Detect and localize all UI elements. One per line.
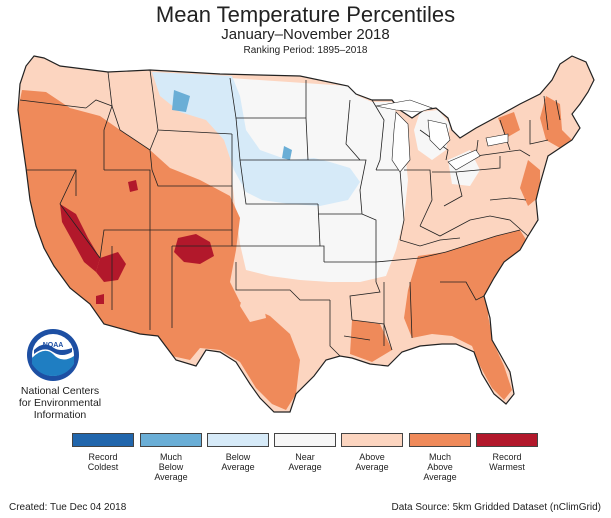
record-warmest-area [174,234,214,264]
temperature-shading [18,56,594,412]
legend-item-below: Below Average [198,433,278,472]
org-name: National Centers for Environmental Infor… [10,385,110,421]
legend-label: Above Average [355,452,389,472]
legend-label: Below Average [221,452,255,472]
legend-swatch [476,433,538,447]
legend-item-record-warmest: Record Warmest [467,433,547,472]
much-above-average-area [350,320,392,362]
noaa-logo-text: NOAA [43,342,64,349]
legend-item-much-below: Much Below Average [131,433,211,482]
record-warmest-area [96,294,104,304]
legend-item-much-above: Much Above Average [400,433,480,482]
legend-label: Near Average [288,452,322,472]
lake-erie [447,149,481,171]
much-above-average-area [404,230,530,400]
legend-item-record-coldest: Record Coldest [63,433,143,472]
state-borders [17,55,595,413]
above-average-area [240,290,266,322]
much-below-average-area [282,146,292,160]
legend-swatch [72,433,134,447]
below-average-area [152,72,360,206]
much-above-average-area [18,90,300,410]
legend-label: Much Above Average [423,452,457,482]
legend-label: Much Below Average [154,452,188,482]
legend-swatch [140,433,202,447]
page-title: Mean Temperature Percentiles [155,2,456,27]
lake-ontario [485,133,509,147]
legend-swatch [341,433,403,447]
legend-item-near: Near Average [265,433,345,472]
legend-swatch [409,433,471,447]
legend-swatch [207,433,269,447]
record-warmest-area [60,204,100,272]
legend-label: Record Warmest [489,452,525,472]
much-below-average-area [172,90,190,112]
record-warmest-area [96,252,126,282]
org-line: Information [33,409,87,421]
record-warmest-area [128,180,138,192]
legend-item-above: Above Average [332,433,412,472]
org-line: for Environmental [18,397,102,409]
legend-label: Record Coldest [87,452,119,472]
noaa-logo: NOAA [27,329,79,381]
much-above-average-area [540,96,572,148]
org-line: National Centers [20,385,100,397]
great-lakes [375,99,509,173]
lake-huron [427,119,451,151]
much-above-average-area [520,160,540,206]
lake-superior [375,99,433,113]
map-legend: Record Coldest Much Below Average Below Aver… [0,433,611,493]
above-average-area [180,128,210,162]
created-date: Created: Tue Dec 04 2018 [9,502,127,513]
ranking-period: Ranking Period: 1895–2018 [243,45,368,56]
date-range-subtitle: January–November 2018 [221,26,390,43]
data-source: Data Source: 5km Gridded Dataset (nClimG… [391,502,601,513]
lake-michigan [391,111,411,173]
legend-swatch [274,433,336,447]
